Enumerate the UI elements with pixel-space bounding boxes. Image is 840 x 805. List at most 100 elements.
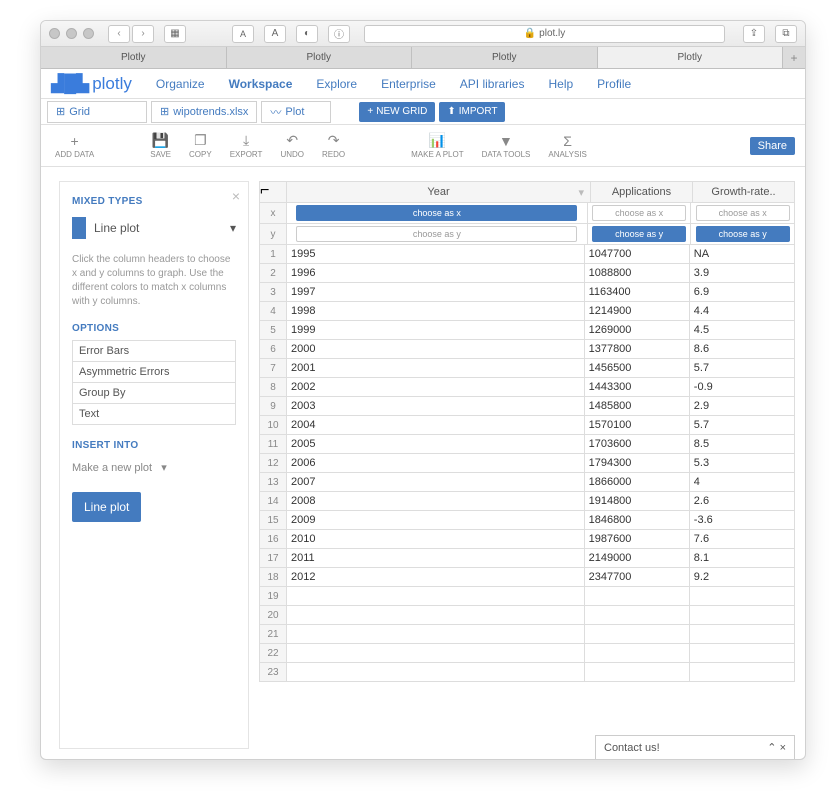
nav-organize[interactable]: Organize	[156, 77, 205, 91]
cell-year[interactable]: 1998	[287, 302, 585, 321]
cell-applications[interactable]: 1987600	[585, 530, 690, 549]
contact-bar[interactable]: Contact us! ⌃ ×	[595, 735, 795, 759]
copy-tool[interactable]: ❐COPY	[189, 132, 212, 159]
cell-year[interactable]: 1999	[287, 321, 585, 340]
cell-applications[interactable]: 1570100	[585, 416, 690, 435]
table-row[interactable]: 3199711634006.9	[259, 283, 795, 302]
data-tools-tool[interactable]: ▼DATA TOOLS	[482, 133, 531, 159]
zoom-dot[interactable]	[83, 28, 94, 39]
export-tool[interactable]: ⤓EXPORT	[230, 132, 263, 159]
cell-empty[interactable]	[585, 587, 690, 606]
option-error-bars[interactable]: Error Bars	[72, 340, 236, 362]
cell-growth[interactable]: 3.9	[690, 264, 795, 283]
close-dot[interactable]	[49, 28, 60, 39]
cell-growth[interactable]: 8.5	[690, 435, 795, 454]
choose-y-year[interactable]: choose as y	[296, 226, 577, 242]
table-row[interactable]: 5199912690004.5	[259, 321, 795, 340]
cell-applications[interactable]: 1846800	[585, 511, 690, 530]
file-tab-grid[interactable]: ⊞Grid	[47, 101, 147, 123]
cell-growth[interactable]: 5.3	[690, 454, 795, 473]
cell-empty[interactable]	[690, 587, 795, 606]
forward-button[interactable]: ›	[132, 25, 154, 43]
cell-applications[interactable]: 1163400	[585, 283, 690, 302]
tabs-icon[interactable]: ⧉	[775, 25, 797, 43]
choose-x-gr[interactable]: choose as x	[696, 205, 790, 221]
cell-applications[interactable]: 1866000	[585, 473, 690, 492]
make-plot-tool[interactable]: 📊MAKE A PLOT	[411, 132, 463, 159]
table-row[interactable]: 13200718660004	[259, 473, 795, 492]
import-button[interactable]: ⬆IMPORT	[439, 102, 505, 122]
cell-year[interactable]: 2004	[287, 416, 585, 435]
cell-year[interactable]: 1995	[287, 245, 585, 264]
cell-applications[interactable]: 1794300	[585, 454, 690, 473]
cell-growth[interactable]: 2.6	[690, 492, 795, 511]
cell-year[interactable]: 2000	[287, 340, 585, 359]
nav-profile[interactable]: Profile	[597, 77, 631, 91]
cell-growth[interactable]: 9.2	[690, 568, 795, 587]
cell-year[interactable]: 2006	[287, 454, 585, 473]
analysis-tool[interactable]: ΣANALYSIS	[548, 133, 587, 159]
cell-year[interactable]: 2010	[287, 530, 585, 549]
cell-growth[interactable]: 8.1	[690, 549, 795, 568]
option-group-by[interactable]: Group By	[72, 382, 236, 404]
column-header-applications[interactable]: Applications	[591, 181, 693, 203]
table-row[interactable]: 14200819148002.6	[259, 492, 795, 511]
cell-empty[interactable]	[287, 644, 585, 663]
new-tab-button[interactable]: +	[783, 47, 805, 68]
cell-empty[interactable]	[287, 663, 585, 682]
table-row[interactable]: 16201019876007.6	[259, 530, 795, 549]
cell-empty[interactable]	[585, 644, 690, 663]
sidebar-toggle[interactable]: ▦	[164, 25, 186, 43]
table-row[interactable]: 4199812149004.4	[259, 302, 795, 321]
cell-empty[interactable]	[585, 606, 690, 625]
browser-tab[interactable]: Plotly	[598, 47, 784, 68]
plot-type-selector[interactable]: Line plot ▾	[72, 217, 236, 239]
cell-applications[interactable]: 1914800	[585, 492, 690, 511]
table-row[interactable]: 10200415701005.7	[259, 416, 795, 435]
cell-applications[interactable]: 1485800	[585, 397, 690, 416]
reader-icon[interactable]: ◐	[296, 25, 318, 43]
share-icon[interactable]: ⇪	[743, 25, 765, 43]
nav-workspace[interactable]: Workspace	[229, 77, 293, 91]
table-row[interactable]: 22	[259, 644, 795, 663]
close-icon[interactable]: ×	[232, 188, 240, 204]
table-row[interactable]: 119951047700NA	[259, 245, 795, 264]
cell-growth[interactable]: NA	[690, 245, 795, 264]
cell-year[interactable]: 2001	[287, 359, 585, 378]
file-tab-xlsx[interactable]: ⊞wipotrends.xlsx	[151, 101, 257, 123]
address-bar[interactable]: 🔒 plot.ly	[364, 25, 725, 43]
line-plot-button[interactable]: Line plot	[72, 492, 141, 522]
table-row[interactable]: 19	[259, 587, 795, 606]
close-icon[interactable]: ×	[780, 742, 786, 754]
dropdown-icon[interactable]: ▾	[578, 186, 584, 199]
cell-applications[interactable]: 1269000	[585, 321, 690, 340]
choose-x-year[interactable]: choose as x	[296, 205, 577, 221]
new-grid-button[interactable]: +NEW GRID	[359, 102, 435, 122]
table-row[interactable]: 2199610888003.9	[259, 264, 795, 283]
table-row[interactable]: 20	[259, 606, 795, 625]
cell-growth[interactable]: 5.7	[690, 359, 795, 378]
table-row[interactable]: 11200517036008.5	[259, 435, 795, 454]
file-tab-plot[interactable]: 〰Plot	[261, 101, 331, 123]
cell-year[interactable]: 2003	[287, 397, 585, 416]
choose-y-gr[interactable]: choose as y	[696, 226, 790, 242]
cell-empty[interactable]	[287, 625, 585, 644]
chevron-up-icon[interactable]: ⌃	[767, 742, 776, 754]
cell-empty[interactable]	[690, 606, 795, 625]
text-size-small[interactable]: A	[232, 25, 254, 43]
nav-help[interactable]: Help	[548, 77, 573, 91]
cell-year[interactable]: 2012	[287, 568, 585, 587]
table-row[interactable]: 12200617943005.3	[259, 454, 795, 473]
table-row[interactable]: 18201223477009.2	[259, 568, 795, 587]
cell-growth[interactable]: 6.9	[690, 283, 795, 302]
cell-applications[interactable]: 1214900	[585, 302, 690, 321]
cell-applications[interactable]: 2347700	[585, 568, 690, 587]
table-row[interactable]: 1520091846800-3.6	[259, 511, 795, 530]
cell-empty[interactable]	[287, 587, 585, 606]
cell-year[interactable]: 1996	[287, 264, 585, 283]
text-size-large[interactable]: A	[264, 25, 286, 43]
insert-into-select[interactable]: Make a new plot ▾	[72, 457, 236, 478]
cell-year[interactable]: 2011	[287, 549, 585, 568]
undo-tool[interactable]: ↶UNDO	[280, 132, 304, 159]
cell-year[interactable]: 2005	[287, 435, 585, 454]
